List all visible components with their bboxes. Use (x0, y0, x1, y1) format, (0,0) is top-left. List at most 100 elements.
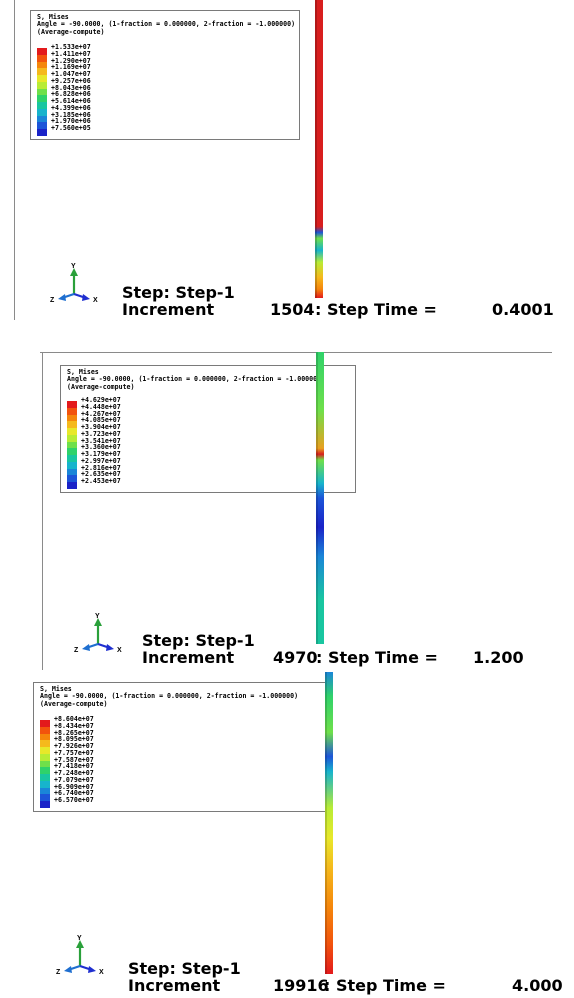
axis-triad-icon: Y Z X (74, 613, 122, 654)
legend-value: +6.828e+06 (51, 90, 91, 99)
legend-value: +1.970e+06 (51, 117, 91, 126)
legend-value: +1.533e+07 (51, 43, 91, 51)
legend-value: +1.169e+07 (51, 63, 91, 72)
beam-contour-plot[interactable] (312, 0, 326, 302)
legend-angle: Angle = -90.0000, (1-fraction = 0.000000… (40, 692, 299, 701)
legend-value: +4.085e+07 (81, 416, 121, 425)
legend-value: +3.185e+06 (51, 110, 91, 119)
axis-z-label: Z (50, 297, 55, 304)
legend-swatch (40, 726, 50, 734)
step-label: Step: Step-1 (128, 959, 241, 978)
viewport-panel-3[interactable]: S, Mises Angle = -90.0000, (1-fraction =… (30, 672, 570, 998)
legend-swatch (37, 68, 47, 75)
legend-swatch (40, 774, 50, 781)
legend-values: +8.604e+07 +8.434e+07 +8.265e+07 +8.095e+07… (54, 716, 94, 804)
increment-label: Increment (142, 648, 235, 667)
increment-value: 1504 (270, 300, 315, 319)
legend-swatch (67, 401, 77, 408)
legend-value: +7.757e+07 (54, 748, 94, 757)
legend-swatch (40, 740, 50, 747)
legend-swatch (67, 468, 77, 476)
increment-label: Increment (128, 976, 221, 995)
beam-contour-plot[interactable] (313, 352, 327, 648)
legend-swatch (67, 448, 77, 455)
legend-swatch (67, 414, 77, 422)
legend-swatch (40, 787, 50, 795)
legend-swatch (37, 95, 47, 102)
legend-quantity: S, Mises (37, 13, 69, 21)
axis-x-label: X (117, 647, 122, 654)
legend-quantity: S, Mises (67, 368, 99, 376)
axis-triad-icon: Y Z X (50, 263, 98, 304)
legend-swatch (67, 455, 77, 462)
legend-value: +7.418e+07 (54, 762, 94, 771)
legend-swatch (37, 61, 47, 69)
legend-value: +4.448e+07 (81, 402, 121, 411)
legend-value: +8.604e+07 (54, 715, 94, 723)
legend-value: +7.079e+07 (54, 775, 94, 784)
legend-value: +7.248e+07 (54, 769, 94, 777)
increment-value: 19916 (273, 976, 329, 995)
axis-z-label: Z (56, 969, 61, 976)
increment-label: Increment (122, 300, 215, 319)
step-time-value: 1.200 (473, 648, 524, 667)
legend-value: +8.043e+06 (51, 83, 91, 92)
legend-value: +7.587e+07 (54, 755, 94, 764)
legend-swatch (40, 760, 50, 768)
step-time-label: : Step Time = (316, 648, 438, 667)
legend-value: +7.560e+05 (51, 124, 91, 132)
legend-swatch (67, 475, 77, 482)
legend-value: +3.360e+07 (81, 443, 121, 452)
viewport-panel-1[interactable]: S, Mises Angle = -90.0000, (1-fraction =… (0, 0, 574, 322)
legend-mode: (Average-compute) (67, 382, 135, 391)
legend-swatch (37, 122, 47, 129)
beam-contour-plot[interactable] (322, 672, 336, 976)
step-time-label: : Step Time = (324, 976, 446, 995)
legend-value: +8.434e+07 (54, 721, 94, 730)
contour-legend: S, Mises Angle = -90.0000, (1-fraction =… (33, 682, 333, 812)
legend-value: +2.816e+07 (81, 463, 121, 472)
legend-value: +4.629e+07 (81, 396, 121, 404)
legend-header: S, Mises Angle = -90.0000, (1-fraction =… (37, 13, 295, 36)
legend-value: +7.926e+07 (54, 742, 94, 750)
legend-swatch (67, 461, 77, 469)
legend-swatch (40, 801, 50, 808)
legend-header: S, Mises Angle = -90.0000, (1-fraction =… (67, 368, 326, 391)
legend-mode: (Average-compute) (37, 27, 105, 36)
legend-swatch (40, 767, 50, 774)
legend-value: +9.257e+06 (51, 76, 91, 85)
step-time-label: : Step Time = (315, 300, 437, 319)
legend-value: +1.290e+07 (51, 56, 91, 65)
axis-x-label: X (93, 297, 98, 304)
legend-swatch (40, 794, 50, 801)
legend-angle: Angle = -90.0000, (1-fraction = 0.000000… (67, 375, 326, 384)
legend-swatch (67, 421, 77, 428)
legend-swatch (40, 733, 50, 741)
legend-values: +1.533e+07 +1.411e+07 +1.290e+07 +1.169e+07… (51, 44, 91, 132)
viewport-border-left (42, 352, 43, 670)
legend-value: +6.570e+07 (54, 796, 94, 804)
legend-mode: (Average-compute) (40, 699, 108, 708)
legend-value: +3.179e+07 (81, 450, 121, 458)
legend-swatch (37, 102, 47, 109)
axis-x-label: X (99, 969, 104, 976)
legend-swatch (37, 108, 47, 116)
legend-value: +8.095e+07 (54, 735, 94, 744)
legend-swatch (67, 428, 77, 435)
legend-swatch (40, 720, 50, 727)
viewport-panel-2[interactable]: S, Mises Angle = -90.0000, (1-fraction =… (40, 350, 555, 670)
legend-swatch (67, 407, 77, 415)
legend-quantity: S, Mises (40, 685, 72, 693)
legend-swatch (37, 129, 47, 136)
legend-color-scale (67, 401, 77, 489)
legend-value: +3.723e+07 (81, 429, 121, 438)
contour-legend: S, Mises Angle = -90.0000, (1-fraction =… (30, 10, 300, 140)
legend-value: +1.411e+07 (51, 49, 91, 58)
legend-value: +3.904e+07 (81, 423, 121, 431)
contour-legend: S, Mises Angle = -90.0000, (1-fraction =… (60, 365, 356, 493)
legend-value: +6.740e+07 (54, 789, 94, 798)
legend-value: +6.909e+07 (54, 782, 94, 791)
step-time-value: 4.000 (512, 976, 563, 995)
legend-value: +2.635e+07 (81, 470, 121, 479)
legend-swatch (67, 434, 77, 442)
